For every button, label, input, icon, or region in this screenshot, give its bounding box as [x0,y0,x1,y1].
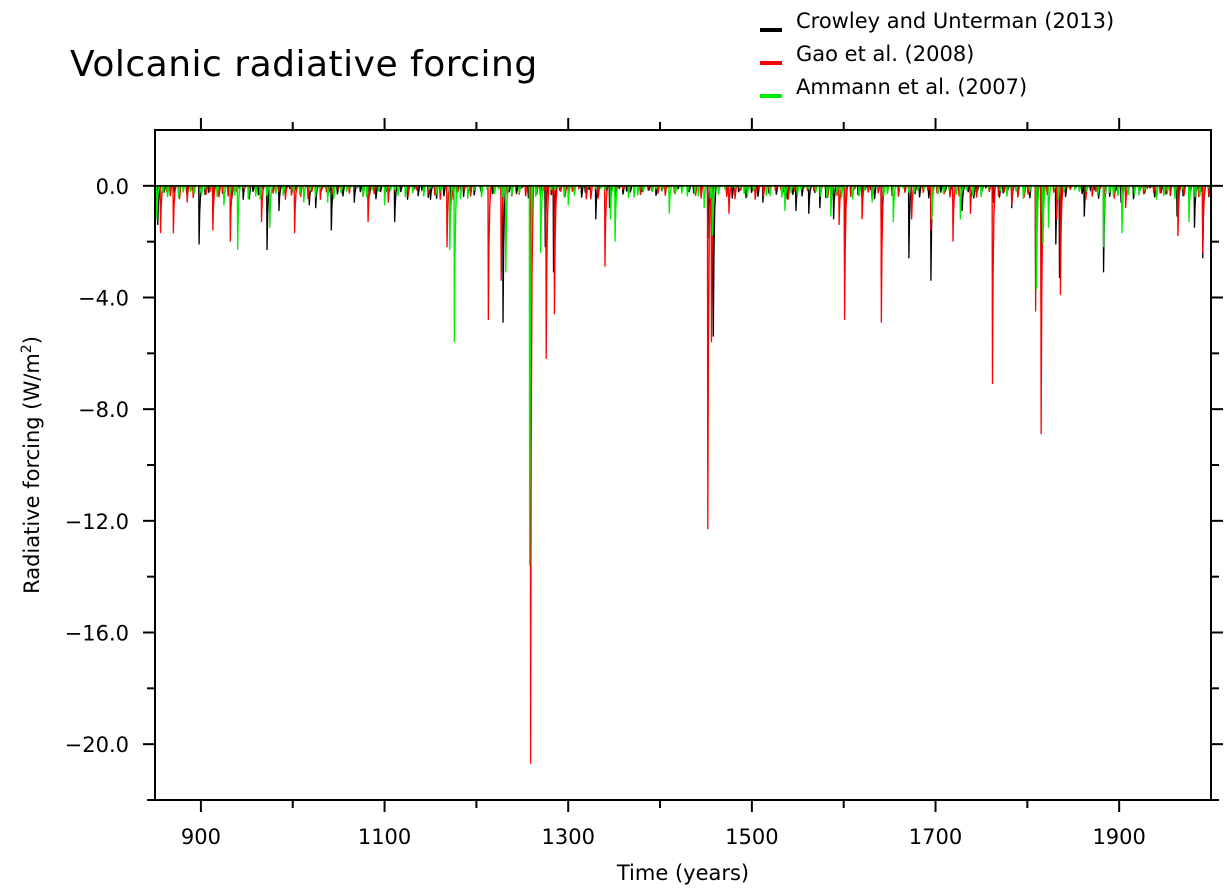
series-layer [155,185,1211,764]
series-line-2 [155,185,1211,566]
x-tick-label: 1100 [358,825,411,849]
x-tick-label: 1300 [541,825,594,849]
y-tick-label: −16.0 [65,622,129,646]
legend-label: Gao et al. (2008) [796,42,974,66]
plot-frame [154,129,1212,801]
y-tick-label: −8.0 [78,398,129,422]
x-axis-label: Time (years) [616,861,749,885]
series-line-0 [155,185,1211,510]
axes: 900 1100 1300 1500 1700 1900 0.0 −4.0 −8.0 −12.0 −… [65,118,1223,849]
y-tick-label: −4.0 [78,287,129,311]
series-line-1 [155,185,1211,764]
x-tick-label: 1900 [1092,825,1145,849]
legend: Crowley and Unterman (2013) Gao et al. (2… [760,9,1114,99]
y-axis-label: Radiative forcing (W/m2) [19,336,44,594]
chart-title: Volcanic radiative forcing [70,44,538,85]
y-tick-label: −20.0 [65,733,129,757]
y-tick-label: 0.0 [96,175,129,199]
x-tick-label: 1700 [909,825,962,849]
x-tick-label: 900 [181,825,221,849]
x-tick-label: 1500 [725,825,778,849]
legend-label: Ammann et al. (2007) [796,75,1027,99]
legend-label: Crowley and Unterman (2013) [796,9,1114,33]
y-tick-label: −12.0 [65,510,129,534]
